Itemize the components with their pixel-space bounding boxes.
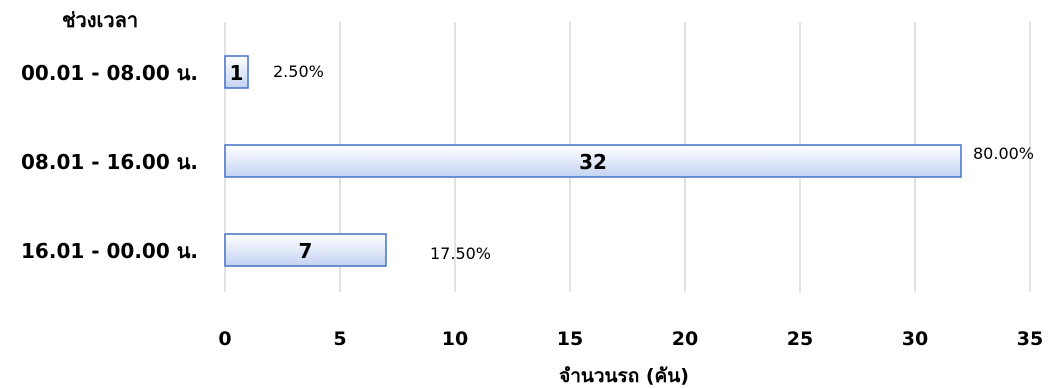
bar bbox=[224, 55, 249, 89]
x-tick-label: 30 bbox=[902, 328, 928, 350]
x-tick-label: 25 bbox=[787, 328, 813, 350]
value-label: 1 bbox=[230, 61, 244, 85]
bars bbox=[224, 55, 962, 267]
percent-label: 80.00% bbox=[973, 144, 1034, 163]
x-tick-label: 35 bbox=[1017, 328, 1043, 350]
x-tick-label: 20 bbox=[672, 328, 698, 350]
x-tick-label: 5 bbox=[333, 328, 346, 350]
x-tick-label: 10 bbox=[442, 328, 468, 350]
x-axis-title: จำนวนรถ (คัน) bbox=[559, 365, 689, 387]
value-label: 7 bbox=[299, 239, 313, 263]
percent-label: 2.50% bbox=[273, 62, 324, 81]
labels: 0 5 10 15 20 25 30 35 00.01 - 08.00 น. 1 08.01 - 1… bbox=[21, 61, 1043, 350]
category-label: 16.01 - 00.00 น. bbox=[21, 239, 198, 263]
percent-label: 17.50% bbox=[430, 244, 491, 263]
value-label: 32 bbox=[579, 150, 607, 174]
bar bbox=[224, 233, 387, 267]
category-label: 00.01 - 08.00 น. bbox=[21, 61, 198, 85]
category-label: 08.01 - 16.00 น. bbox=[21, 150, 198, 174]
bar bbox=[224, 144, 962, 178]
x-tick-label: 0 bbox=[218, 328, 231, 350]
x-tick-label: 15 bbox=[557, 328, 583, 350]
y-axis-title: ช่วงเวลา bbox=[62, 8, 138, 32]
